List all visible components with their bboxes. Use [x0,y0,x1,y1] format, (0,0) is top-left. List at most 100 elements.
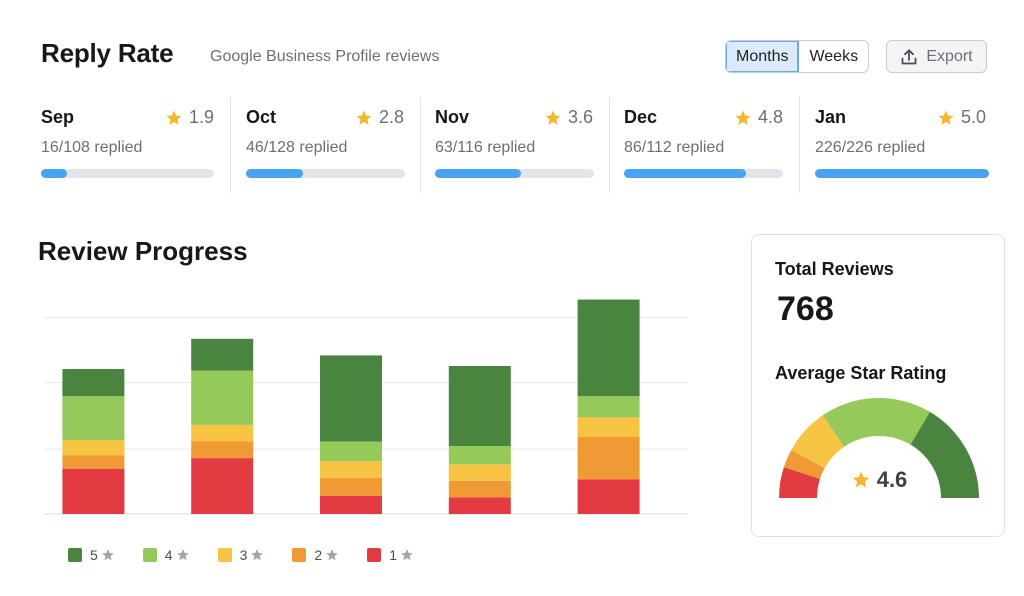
month-replied-text: 63/116 replied [435,139,536,156]
star-icon [166,110,182,125]
month-rating-value: 3.6 [567,107,593,127]
legend-label: 2 [314,547,339,563]
gauge-segment-5-star [910,411,979,498]
bar-segment-dec-1-star[interactable] [448,497,511,514]
month-replied-text: 226/226 replied [815,139,926,156]
reply-progress-fill [815,169,989,178]
legend-item-2-star[interactable]: 2 [292,547,339,563]
page-title: Reply Rate [41,38,174,68]
month-card-sep: Sep 1.9 16/108 replied [30,97,230,193]
bar-segment-sep-4-star[interactable] [62,396,125,440]
month-name: Oct [246,107,277,127]
legend-label: 3 [240,547,265,563]
bar-segment-oct-4-star[interactable] [191,370,254,425]
legend-item-1-star[interactable]: 1 [367,547,414,563]
bar-segment-nov-3-star[interactable] [320,461,382,478]
star-icon [852,471,870,488]
gauge-segment-4-star [822,398,930,447]
month-name: Sep [41,107,75,127]
bar-segment-nov-1-star[interactable] [320,495,382,514]
bar-segment-nov-2-star[interactable] [320,477,382,496]
legend-swatch [367,548,382,562]
month-rating: 1.9 [165,107,214,128]
month-rating: 3.6 [544,107,593,128]
bar-segment-oct-5-star[interactable] [191,338,254,371]
bar-segment-sep-1-star[interactable] [62,468,125,514]
bar-segment-dec-2-star[interactable] [448,480,511,498]
legend-swatch [217,548,232,562]
month-name: Jan [815,107,847,127]
gauge-segment-1-star [779,467,821,498]
legend-label: 4 [165,547,190,563]
legend-label-text: 3 [239,547,248,563]
star-icon [176,549,189,561]
bar-segment-jan-3-star[interactable] [577,417,640,437]
month-rating-value: 5.0 [960,107,986,127]
legend-label: 5 [90,547,115,563]
reply-progress-track [435,169,594,178]
star-icon [938,110,954,125]
upload-icon [901,48,917,64]
month-name: Dec [624,107,658,127]
reply-progress-track [41,169,214,178]
weeks-toggle-button[interactable]: Weeks [799,41,869,72]
bar-segment-sep-3-star[interactable] [62,439,125,456]
legend-item-4-star[interactable]: 4 [142,547,190,563]
month-rating-value: 4.8 [757,107,783,127]
rating-gauge [779,398,979,498]
month-rating: 2.8 [355,107,404,128]
bar-segment-sep-5-star[interactable] [62,369,125,397]
bar-segment-dec-5-star[interactable] [448,365,511,447]
bar-segment-oct-3-star[interactable] [191,424,254,442]
bar-segment-nov-4-star[interactable] [320,441,382,462]
star-icon [356,110,372,125]
page-subtitle: Google Business Profile reviews [210,48,440,65]
gauge-segment-3-star [791,415,845,469]
legend-label-text: 5 [90,547,98,563]
star-icon [735,110,751,125]
total-reviews-label: Total Reviews [775,259,894,279]
export-button[interactable]: Export [886,40,987,73]
bar-segment-jan-4-star[interactable] [577,396,640,418]
bar-segment-nov-5-star[interactable] [320,355,382,442]
month-card-nov: Nov 3.6 63/116 replied [420,97,609,193]
month-card-oct: Oct 2.8 46/128 replied [230,97,420,193]
gauge-segment-2-star [783,449,825,479]
month-replied-text: 16/108 replied [41,139,143,156]
month-rating-value: 2.8 [378,107,404,127]
reply-progress-track [815,169,989,178]
legend-swatch [142,548,157,562]
bar-segment-oct-2-star[interactable] [191,441,254,459]
average-rating-label: Average Star Rating [775,363,947,383]
reply-progress-track [624,169,783,178]
bar-segment-jan-5-star[interactable] [577,299,640,397]
bar-segment-sep-2-star[interactable] [62,455,125,469]
legend-item-5-star[interactable]: 5 [68,547,115,563]
month-rating: 5.0 [937,107,986,128]
legend-swatch [68,548,82,562]
export-label: Export [926,47,973,65]
month-card-dec: Dec 4.8 86/112 replied [609,97,799,193]
month-rating-value: 1.9 [188,107,214,127]
bar-segment-dec-3-star[interactable] [448,464,511,481]
month-name: Nov [435,107,470,127]
star-icon [401,549,413,561]
bar-segment-oct-1-star[interactable] [191,458,254,514]
bar-segment-jan-1-star[interactable] [577,479,640,514]
month-replied-text: 46/128 replied [246,139,348,156]
bar-segment-jan-2-star[interactable] [577,436,640,480]
reply-progress-fill [41,169,67,178]
average-rating-readout: 4.6 [752,467,1006,493]
reply-progress-track [246,169,405,178]
legend-label-text: 4 [164,547,173,563]
months-toggle-button[interactable]: Months [726,41,800,72]
chart-legend: 5 4 3 2 [68,547,414,563]
review-progress-title: Review Progress [38,236,248,266]
review-summary-card: Total Reviews 768 Average Star Rating 4.… [751,234,1005,537]
reply-progress-fill [624,169,747,178]
legend-item-3-star[interactable]: 3 [217,547,265,563]
bar-segment-dec-4-star[interactable] [448,446,511,465]
month-replied-text: 86/112 replied [624,139,725,156]
legend-label-text: 2 [314,547,323,563]
